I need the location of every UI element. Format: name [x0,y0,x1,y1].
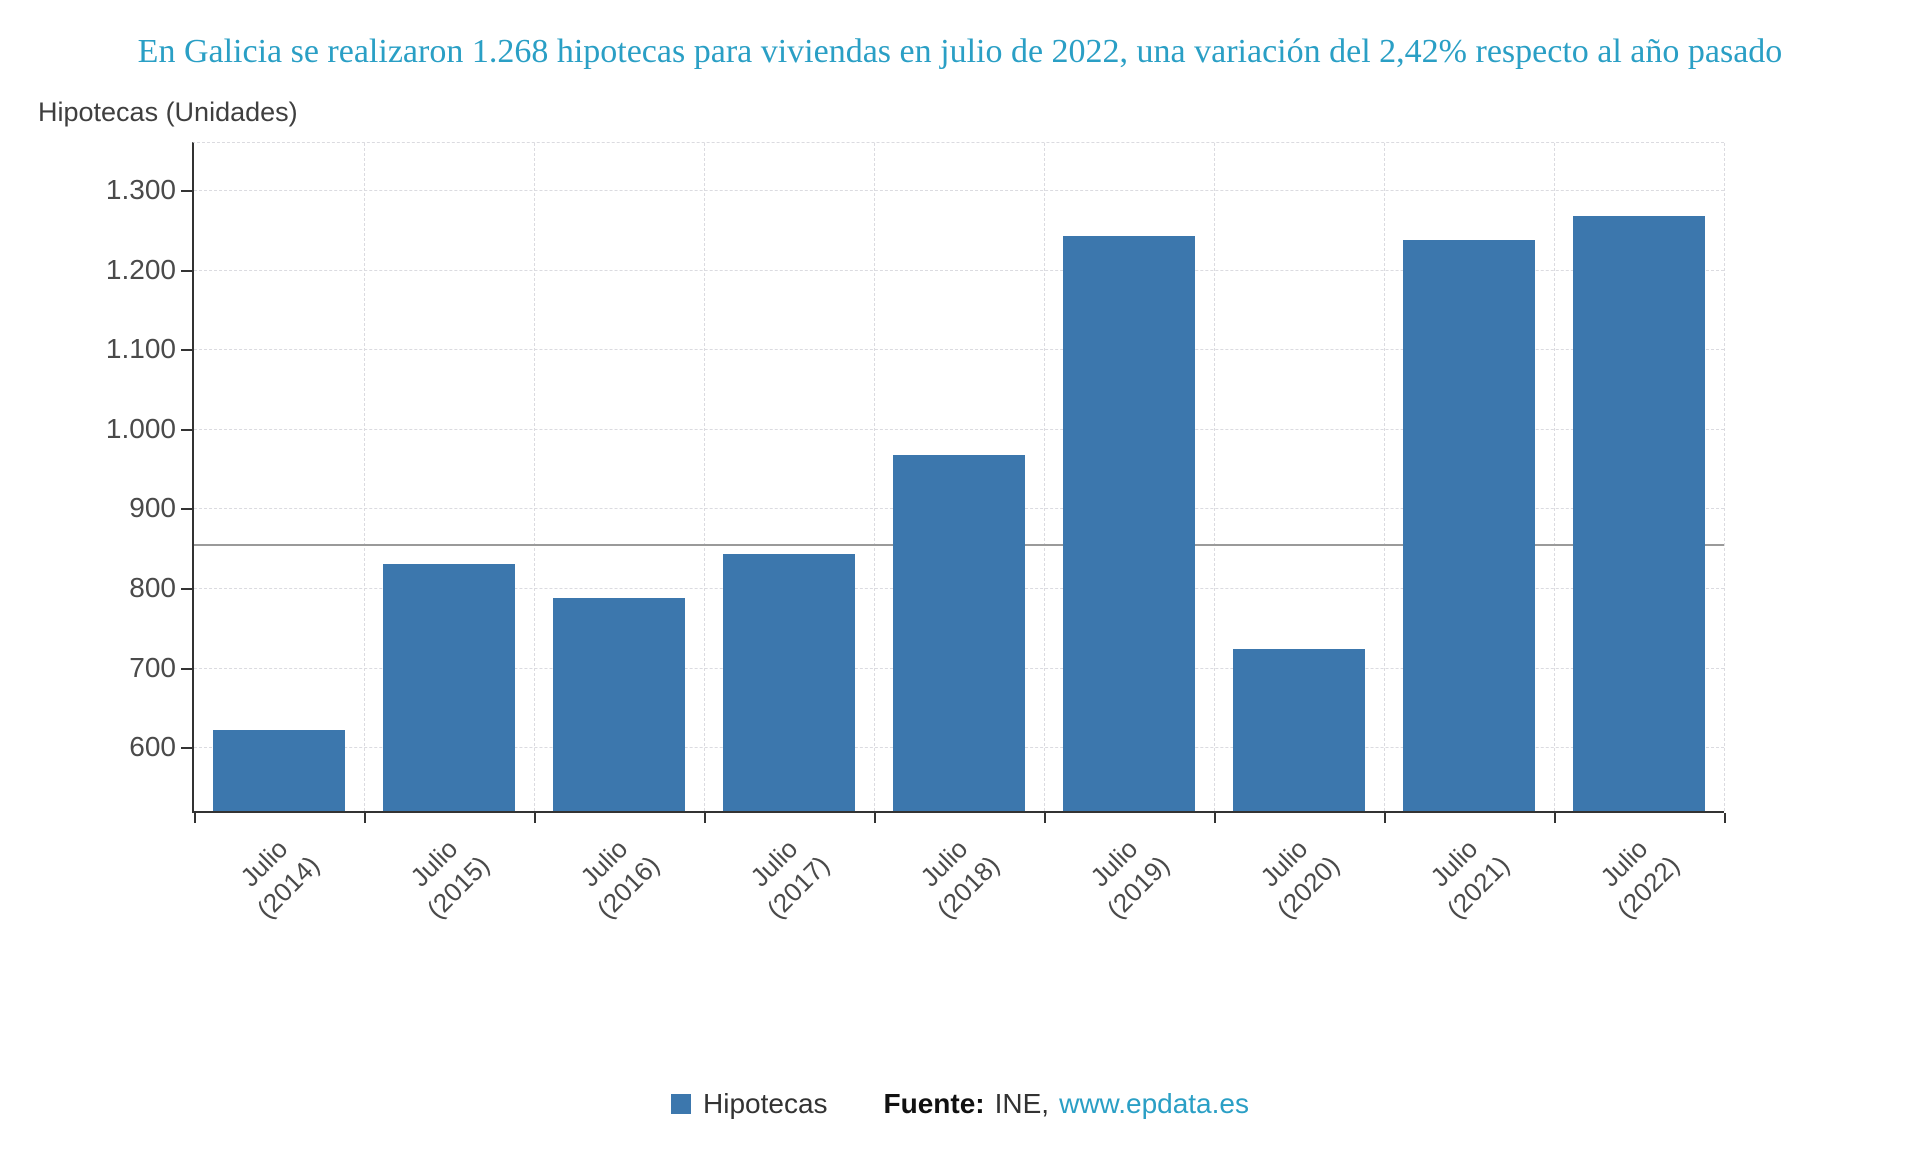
v-gridline [1724,142,1725,811]
y-axis-tickmark [181,269,192,272]
bar-julio-2017[interactable] [722,553,856,811]
v-gridline [364,142,365,811]
legend-item-hipotecas[interactable]: Hipotecas [671,1088,828,1120]
v-gridline [1554,142,1555,811]
y-axis-tickmark [181,747,192,750]
x-axis-label: Julio (2015) [404,833,495,924]
epdata-link[interactable]: www.epdata.es [1059,1088,1249,1119]
v-gridline [1044,142,1045,811]
bar-julio-2018[interactable] [892,455,1026,811]
x-axis-tickmark [704,812,706,823]
y-axis-tick-label: 1.100 [105,333,176,365]
h-gridline [194,190,1724,192]
v-gridline [534,142,535,811]
x-axis-tickmark [874,812,876,823]
x-axis-tickmark [194,812,196,823]
x-axis-tickmark [1384,812,1386,823]
y-axis-tickmark [181,428,192,431]
v-gridline [704,142,705,811]
x-axis-label: Julio (2022) [1594,833,1685,924]
y-axis-tickmark [181,508,192,511]
bar-julio-2022[interactable] [1572,215,1706,811]
legend-swatch-icon [671,1094,691,1114]
x-axis-tickmark [1044,812,1046,823]
y-axis-tick-label: 1.000 [105,412,176,444]
h-gridline [194,349,1724,351]
y-axis-tickmark [181,588,192,591]
h-gridline [194,269,1724,271]
bar-julio-2015[interactable] [382,564,516,811]
x-axis-tickmark [1724,812,1726,823]
bar-julio-2016[interactable] [552,597,686,811]
source-label: Fuente: [883,1088,985,1119]
v-gridline [1214,142,1215,811]
x-axis-tickmark [364,812,366,823]
legend-label: Hipotecas [703,1088,828,1119]
x-axis-tickmark [1214,812,1216,823]
y-axis-tickmark [181,190,192,193]
v-gridline [874,142,875,811]
y-axis-tickmark [181,349,192,352]
y-axis-title: Hipotecas (Unidades) [38,96,298,127]
y-axis-tickmark [181,667,192,670]
x-axis-label: Julio (2014) [234,833,325,924]
y-axis-tick-label: 1.200 [105,253,176,285]
bar-chart: 600 700 800 900 1.000 1.100 1.200 1.300 Julio (20… [106,141,1726,924]
y-axis-tick-label: 600 [129,731,176,763]
v-gridline [1384,142,1385,811]
chart-title: En Galicia se realizaron 1.268 hipotecas… [137,33,1783,70]
x-axis-label: Julio (2018) [914,833,1005,924]
x-axis-label: Julio (2021) [1424,833,1515,924]
x-axis-label: Julio (2016) [574,833,665,924]
source-agency: INE, [994,1088,1050,1119]
h-gridline [194,428,1724,430]
source-line: Fuente: INE, www.epdata.es [884,1088,1249,1120]
x-axis-label: Julio (2019) [1084,833,1175,924]
x-axis-label: Julio (2020) [1254,833,1345,924]
bar-julio-2019[interactable] [1062,235,1196,811]
bar-julio-2021[interactable] [1402,239,1536,811]
bar-julio-2020[interactable] [1232,649,1366,811]
bar-julio-2014[interactable] [212,729,346,811]
x-axis-label: Julio (2017) [744,833,835,924]
y-axis-tick-label: 900 [129,492,176,524]
x-axis-tickmark [1554,812,1556,823]
y-axis-tick-label: 700 [129,651,176,683]
y-axis-tick-label: 1.300 [105,174,176,206]
x-axis-tickmark [534,812,536,823]
y-axis-tick-label: 800 [129,572,176,604]
legend-row: Hipotecas Fuente: INE, www.epdata.es [0,1088,1920,1120]
